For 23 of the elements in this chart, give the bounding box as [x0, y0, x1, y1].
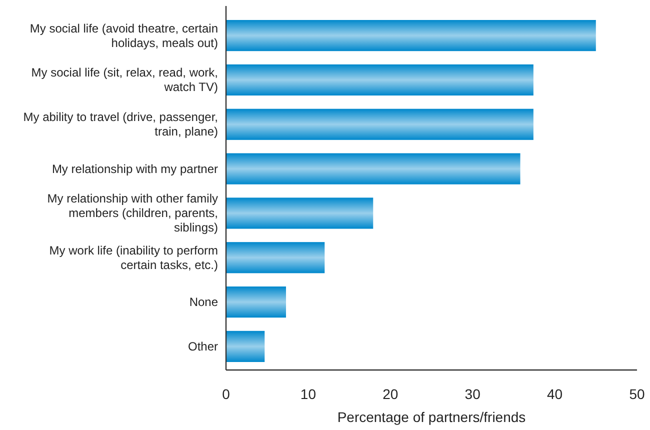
bar — [226, 108, 534, 140]
y-tick-label: My social life (avoid theatre, certain holidays, meals out) — [30, 21, 218, 50]
bar — [226, 330, 265, 362]
y-tick-label: My social life (sit, relax, read, work, watch TV) — [31, 66, 218, 94]
y-tick-label: My relationship with my partner — [52, 162, 218, 176]
y-tick-label: My ability to travel (drive, passenger, train, plane) — [23, 110, 218, 139]
bar — [226, 286, 286, 318]
x-tick-label: 40 — [547, 386, 563, 402]
x-tick-label: 30 — [464, 386, 481, 402]
y-tick-label: My work life (inability to perform certain tasks, etc.) — [49, 243, 218, 272]
x-axis-title: Percentage of partners/friends — [337, 409, 526, 425]
y-tick-label: My relationship with other family members (children, parents, siblings) — [47, 192, 218, 235]
bar — [226, 20, 596, 52]
y-tick-label: None — [189, 295, 218, 310]
x-tick-label: 10 — [300, 386, 316, 402]
bar — [226, 64, 534, 96]
bar — [226, 153, 520, 184]
x-tick-label: 50 — [629, 386, 645, 402]
bar — [226, 198, 374, 229]
x-tick-label: 20 — [382, 386, 398, 402]
y-tick-label: Other — [188, 339, 218, 354]
x-tick-label: 0 — [222, 386, 230, 402]
bar — [226, 242, 325, 274]
